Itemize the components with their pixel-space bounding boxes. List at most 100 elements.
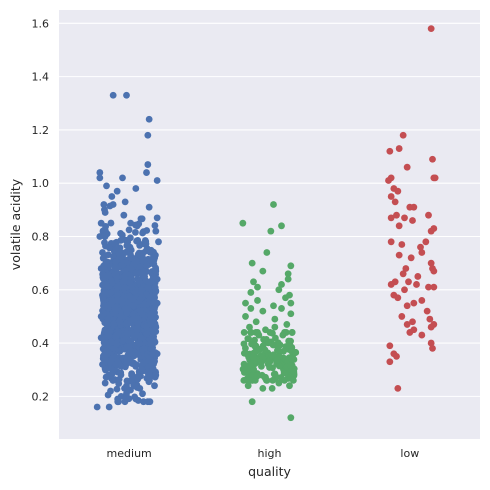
data-point-low	[417, 243, 424, 251]
data-point-medium	[110, 345, 118, 353]
data-point-high	[240, 329, 248, 336]
data-point-low	[427, 323, 435, 331]
data-point-medium	[105, 403, 113, 411]
data-point-medium	[113, 238, 120, 246]
data-point-medium	[153, 299, 161, 307]
data-point-low	[414, 273, 422, 280]
data-point-low	[386, 147, 394, 155]
data-point-high	[244, 382, 252, 390]
data-point-medium	[119, 174, 126, 182]
data-point-high	[252, 318, 260, 326]
data-point-medium	[115, 376, 123, 383]
data-point-high	[286, 362, 294, 370]
data-point-low	[429, 345, 436, 352]
data-point-medium	[125, 244, 133, 252]
data-point-medium	[123, 390, 130, 398]
data-point-medium	[132, 269, 140, 277]
data-point-low	[427, 227, 435, 235]
data-point-medium	[152, 227, 160, 235]
data-point-medium	[96, 174, 104, 182]
data-point-medium	[153, 275, 161, 283]
data-point-medium	[125, 226, 133, 234]
data-point-medium	[145, 203, 153, 211]
data-point-medium	[115, 398, 122, 406]
y-tick-label: 1.0	[32, 177, 50, 190]
data-point-high	[245, 335, 252, 343]
data-point-low	[418, 297, 426, 304]
data-point-high	[286, 342, 294, 349]
data-point-medium	[148, 310, 156, 318]
data-point-low	[394, 187, 402, 195]
data-point-medium	[112, 309, 119, 317]
data-point-low	[398, 241, 406, 248]
data-point-low	[403, 321, 411, 328]
data-point-medium	[134, 372, 142, 380]
data-point-medium	[103, 182, 110, 190]
data-point-medium	[149, 365, 157, 373]
data-point-medium	[145, 115, 153, 123]
data-point-medium	[97, 313, 105, 320]
data-point-medium	[133, 361, 140, 369]
data-point-low	[401, 286, 408, 294]
data-point-low	[387, 214, 395, 222]
data-point-medium	[114, 292, 121, 300]
data-point-low	[401, 214, 408, 222]
x-tick-label-medium: medium	[107, 447, 152, 460]
data-point-high	[287, 299, 295, 307]
data-point-medium	[117, 296, 125, 304]
x-tick-label-low: low	[400, 447, 419, 460]
data-point-medium	[113, 385, 121, 393]
data-point-high	[247, 289, 255, 296]
data-point-medium	[141, 300, 149, 308]
data-point-high	[254, 297, 261, 304]
data-point-high	[248, 259, 256, 267]
data-point-high	[281, 376, 288, 384]
data-point-high	[284, 270, 292, 278]
data-point-medium	[108, 193, 116, 200]
data-point-medium	[117, 369, 125, 377]
data-point-medium	[153, 350, 161, 358]
data-point-medium	[127, 337, 134, 345]
data-point-low	[405, 278, 412, 286]
data-point-low	[387, 238, 395, 246]
data-point-low	[427, 259, 435, 267]
data-point-low	[394, 384, 402, 392]
data-point-medium	[107, 358, 115, 366]
data-point-low	[426, 315, 434, 323]
data-point-low	[430, 267, 438, 275]
data-point-medium	[136, 307, 144, 315]
data-point-high	[271, 323, 279, 331]
data-point-low	[386, 358, 394, 366]
data-point-high	[270, 201, 277, 208]
data-point-medium	[131, 382, 139, 390]
data-point-high	[248, 398, 256, 406]
data-point-medium	[152, 323, 160, 331]
data-point-medium	[144, 398, 152, 406]
data-point-medium	[97, 219, 105, 227]
data-point-medium	[106, 202, 114, 210]
data-point-medium	[118, 262, 126, 269]
data-point-medium	[114, 330, 122, 337]
data-point-medium	[112, 258, 120, 266]
y-tick-label: 0.2	[32, 390, 50, 403]
data-point-medium	[144, 284, 152, 292]
data-point-high	[259, 384, 267, 392]
data-point-high	[275, 379, 283, 387]
data-point-low	[402, 265, 410, 272]
data-point-medium	[121, 284, 128, 291]
data-point-medium	[97, 265, 105, 272]
data-point-low	[395, 222, 403, 230]
data-point-medium	[101, 226, 109, 233]
data-point-medium	[113, 187, 121, 195]
data-point-high	[270, 351, 277, 359]
data-point-medium	[117, 312, 125, 320]
data-point-medium	[119, 252, 126, 260]
data-point-medium	[153, 214, 161, 222]
data-point-high	[279, 331, 287, 339]
data-point-low	[431, 174, 439, 182]
data-point-medium	[135, 340, 143, 347]
data-point-low	[398, 313, 406, 320]
data-point-high	[247, 329, 255, 336]
data-point-medium	[107, 387, 114, 395]
data-point-high	[262, 373, 269, 381]
